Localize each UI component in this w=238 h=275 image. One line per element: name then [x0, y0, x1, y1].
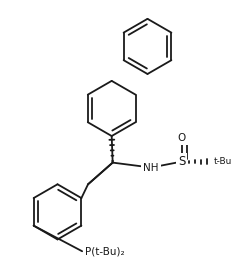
Text: O: O [178, 133, 186, 143]
Text: P(t-Bu)₂: P(t-Bu)₂ [85, 246, 125, 256]
Text: NH: NH [143, 163, 159, 172]
Text: S: S [178, 155, 185, 168]
Text: t-Bu: t-Bu [214, 157, 233, 166]
